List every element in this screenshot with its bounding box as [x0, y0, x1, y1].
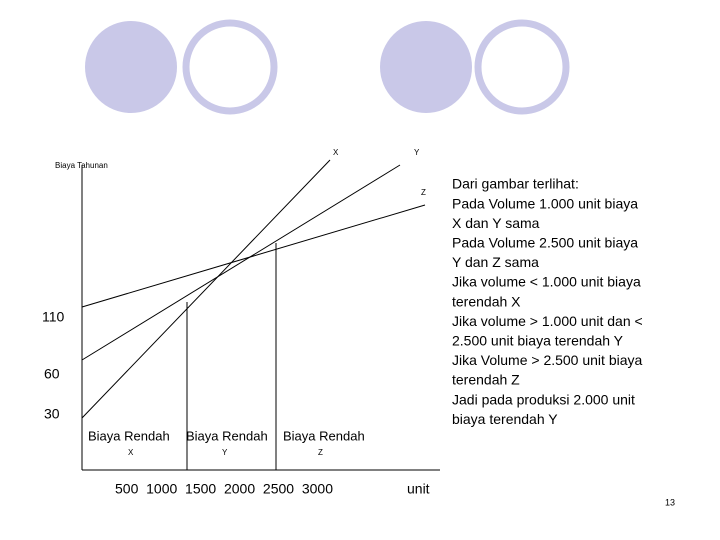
y-value: 60	[44, 366, 60, 382]
note-line: Jika volume > 1.000 unit dan <	[452, 313, 643, 329]
low-cost-label: Biaya Rendah	[186, 428, 268, 443]
note-line: 2.500 unit biaya terendah Y	[452, 333, 624, 349]
note-line: X dan Y sama	[452, 215, 540, 231]
low-cost-name: Z	[318, 448, 323, 457]
curve-label: Y	[414, 148, 420, 157]
note-line: Jika Volume > 2.500 unit biaya	[452, 352, 643, 368]
low-cost-name: X	[128, 448, 134, 457]
note-line: terendah X	[452, 293, 521, 309]
y-value: 30	[44, 406, 60, 422]
note-line: terendah Z	[452, 372, 520, 388]
x-values: 500 1000 1500 2000 2500 3000	[115, 481, 333, 497]
note-line: Y dan Z sama	[452, 254, 539, 270]
note-line: biaya terendah Y	[452, 411, 558, 427]
note-line: Jadi pada produksi 2.000 unit	[452, 391, 635, 407]
low-cost-label: Biaya Rendah	[88, 428, 170, 443]
note-line: Pada Volume 2.500 unit biaya	[452, 235, 638, 251]
note-line: Pada Volume 1.000 unit biaya	[452, 195, 638, 211]
low-cost-name: Y	[222, 448, 228, 457]
chart-lines	[81, 159, 440, 471]
curve-label: X	[333, 148, 339, 157]
page-number: 13	[665, 497, 675, 507]
note-line: Jika volume < 1.000 unit biaya	[452, 274, 641, 290]
low-cost-label: Biaya Rendah	[283, 428, 365, 443]
notes: Dari gambar terlihat: Pada Volume 1.000 u…	[452, 176, 643, 427]
note-line: Dari gambar terlihat:	[452, 176, 579, 192]
x-unit: unit	[407, 481, 430, 497]
curve-label: Z	[421, 188, 426, 197]
decor-circles	[85, 19, 570, 115]
y-value: 110	[42, 309, 65, 325]
y-label: Biaya Tahunan	[55, 161, 108, 170]
